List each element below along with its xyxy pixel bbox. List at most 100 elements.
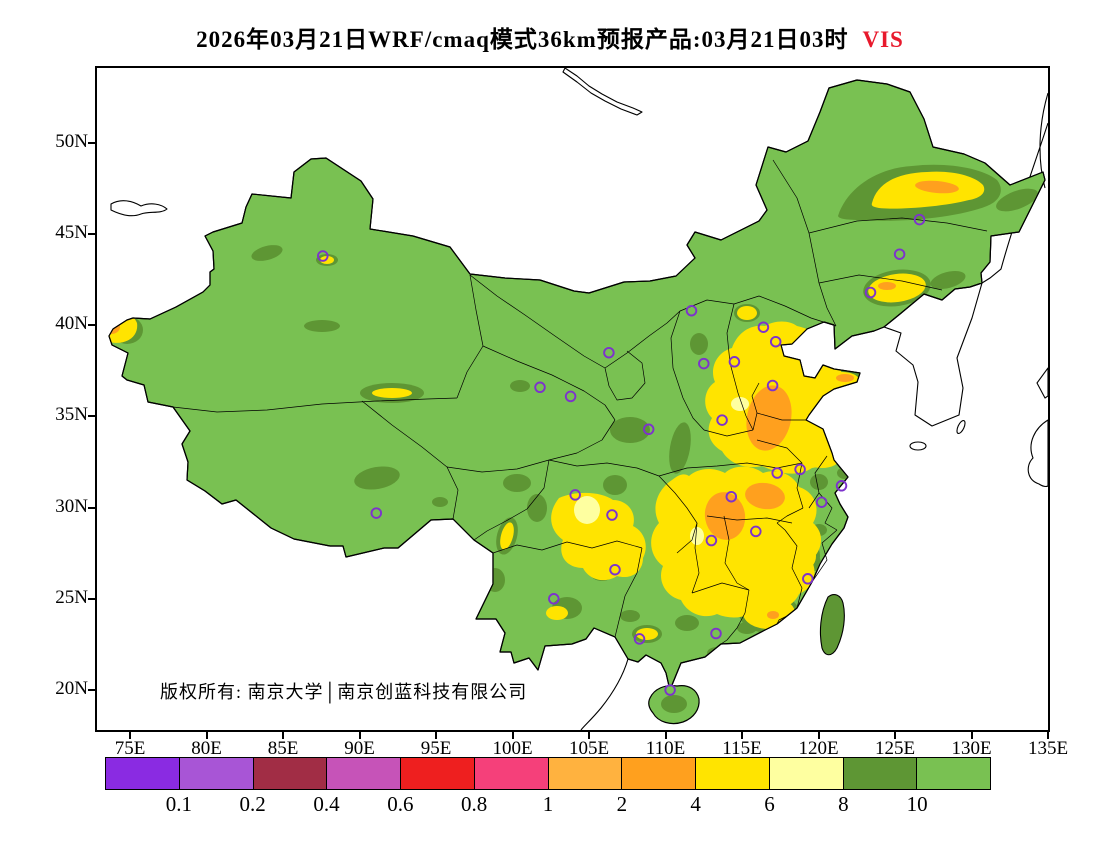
- taiwan-island: [819, 594, 845, 656]
- honshu-tip: [1036, 367, 1048, 399]
- city-marker-zhengzhou: [716, 414, 728, 426]
- colorbar-label-6: 6: [764, 792, 775, 816]
- y-axis-label-35N: 35N: [55, 404, 88, 426]
- city-marker-yinchuan: [603, 346, 615, 359]
- x-axis-tick: [358, 732, 361, 739]
- y-axis-tick: [88, 415, 95, 418]
- province-borders: [172, 159, 988, 645]
- colorbar-cell-6: [548, 758, 623, 789]
- china-border: [108, 79, 1046, 687]
- colorbar-cell-7: [622, 758, 696, 789]
- city-marker-shenyang: [864, 286, 877, 299]
- x-axis-tick: [435, 732, 437, 739]
- x-axis-label-135E: 135E: [1027, 738, 1069, 759]
- city-marker-hefei: [771, 467, 783, 479]
- x-axis-tick: [588, 732, 590, 739]
- x-axis-tick: [1047, 732, 1049, 739]
- copyright-text: 版权所有: 南京大学│南京创蓝科技有限公司: [160, 682, 528, 702]
- colorbar-label-8: 8: [838, 792, 849, 816]
- y-axis-label-50N: 50N: [55, 131, 88, 152]
- x-axis-tick: [282, 732, 284, 739]
- x-axis-label-125E: 125E: [874, 738, 916, 759]
- city-marker-nanjing: [794, 463, 806, 476]
- lake-baikal: [562, 68, 643, 116]
- y-axis-tick: [88, 506, 95, 509]
- city-markers: [317, 213, 926, 696]
- colorbar-cell-10: [843, 758, 918, 789]
- y-axis-tick: [88, 324, 95, 327]
- x-axis-tick: [817, 732, 820, 739]
- islands: [648, 594, 845, 725]
- x-axis-tick: [970, 732, 973, 739]
- vietnam-coast: [580, 658, 629, 730]
- colorbar-label-0.4: 0.4: [313, 792, 340, 816]
- y-axis-label-40N: 40N: [55, 313, 88, 335]
- y-axis-label-30N: 30N: [55, 495, 88, 517]
- colorbar-label-10: 10: [906, 792, 928, 816]
- colorbar-label-4: 4: [690, 792, 701, 816]
- x-axis-label-90E: 90E: [344, 738, 375, 759]
- tsushima-island: [956, 419, 966, 435]
- x-axis-label-110E: 110E: [645, 738, 686, 759]
- city-marker-kunming: [548, 593, 560, 605]
- colorbar-label-0.2: 0.2: [239, 792, 266, 816]
- colorbar-label-0.6: 0.6: [387, 792, 414, 816]
- x-axis-label-120E: 120E: [798, 738, 839, 759]
- city-marker-fuzhou: [802, 573, 814, 585]
- x-axis-tick: [664, 732, 667, 739]
- city-marker-chongqing: [606, 509, 618, 521]
- title-variable-label: VIS: [862, 27, 904, 52]
- city-marker-urumqi: [317, 250, 329, 262]
- colorbar: [105, 757, 991, 790]
- city-marker-harbin: [913, 213, 926, 226]
- colorbar-cell-3: [327, 758, 401, 789]
- y-axis-tick: [88, 233, 95, 236]
- colorbar-cell-4: [401, 758, 475, 789]
- colorbar-label-0.1: 0.1: [165, 792, 192, 816]
- x-axis-label-95E: 95E: [420, 738, 452, 759]
- city-marker-haikou: [664, 684, 676, 696]
- city-marker-guiyang: [609, 563, 621, 576]
- colorbar-cell-8: [696, 758, 770, 789]
- x-axis-label-100E: 100E: [492, 738, 533, 759]
- city-marker-changchun: [893, 248, 906, 260]
- city-marker-taiyuan: [698, 357, 710, 370]
- colorbar-label-1: 1: [542, 792, 554, 816]
- vis-orange-patches: [109, 180, 959, 619]
- colorbar-cell-2: [253, 758, 328, 789]
- y-axis-tick: [88, 688, 95, 691]
- x-axis-label-80E: 80E: [191, 738, 222, 759]
- city-marker-changsha: [705, 534, 718, 547]
- city-marker-lhasa: [370, 507, 383, 519]
- city-marker-hangzhou: [815, 496, 828, 508]
- colorbar-cell-11: [917, 758, 990, 789]
- x-axis-tick: [129, 732, 131, 739]
- x-axis-label-105E: 105E: [568, 738, 610, 759]
- colorbar-label-2: 2: [616, 792, 628, 816]
- hainan-dark-patch: [661, 695, 687, 713]
- x-axis-tick: [511, 732, 514, 739]
- lake-zaysan: [110, 200, 168, 217]
- x-axis-tick: [205, 732, 208, 739]
- map-canvas: [108, 68, 1048, 730]
- colorbar-cell-5: [474, 758, 549, 789]
- title-text: 2026年03月21日WRF/cmaq模式36km预报产品:03月21日03时: [196, 27, 849, 52]
- city-marker-hohhot: [685, 304, 698, 317]
- kyushu-coast: [1027, 419, 1048, 488]
- colorbar-label-0.8: 0.8: [461, 792, 488, 816]
- city-marker-chengdu: [569, 489, 581, 501]
- y-axis-label-20N: 20N: [55, 677, 88, 699]
- colorbar-cell-1: [179, 758, 254, 789]
- x-axis-tick: [894, 732, 896, 739]
- vis-pale-yellow-patches: [574, 397, 749, 545]
- x-axis-label-130E: 130E: [951, 738, 992, 759]
- neighbor-coastlines: [110, 68, 1048, 730]
- colorbar-cell-0: [106, 758, 180, 789]
- x-axis-label-85E: 85E: [267, 738, 299, 759]
- y-axis-tick: [88, 597, 95, 600]
- city-marker-shanghai: [835, 480, 848, 492]
- jeju-island: [909, 441, 927, 451]
- city-marker-tianjin: [769, 335, 782, 348]
- city-marker-jinan: [766, 379, 779, 392]
